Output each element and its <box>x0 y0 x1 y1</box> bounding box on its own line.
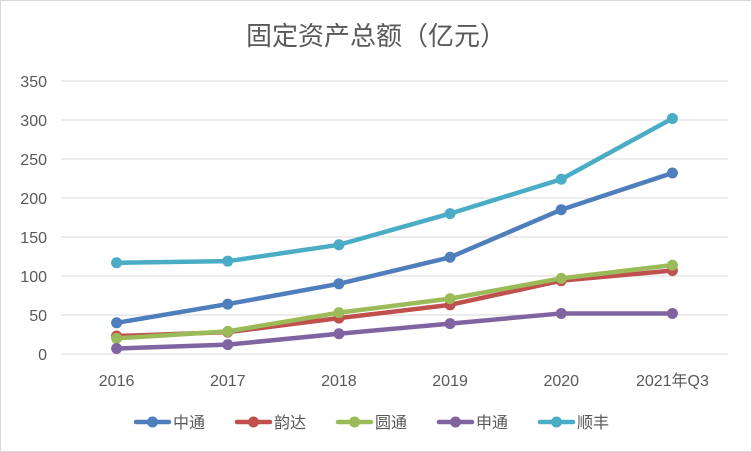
legend-item: 圆通 <box>335 413 407 432</box>
data-point <box>333 328 345 340</box>
x-tick-label: 2018 <box>321 373 357 390</box>
data-point <box>444 251 456 263</box>
data-point <box>111 343 123 355</box>
series-申通 <box>111 307 678 355</box>
x-tick-label: 2020 <box>543 373 579 390</box>
y-tick-label: 350 <box>20 74 47 91</box>
legend-item: 中通 <box>133 413 205 432</box>
data-point <box>666 112 678 124</box>
chart-title: 固定资产总额（亿元） <box>246 22 506 52</box>
legend-label: 圆通 <box>375 413 407 432</box>
series-顺丰 <box>111 112 678 269</box>
x-tick-label: 2017 <box>210 373 246 390</box>
y-tick-label: 300 <box>20 113 47 130</box>
data-point <box>666 167 678 179</box>
series-中通 <box>111 167 678 329</box>
data-point <box>111 257 123 269</box>
legend-swatch-marker <box>450 416 461 428</box>
data-point <box>555 204 567 216</box>
x-tick-label: 2021年Q3 <box>636 372 709 390</box>
legend-label: 韵达 <box>274 413 306 432</box>
data-point <box>555 307 567 319</box>
x-tick-label: 2019 <box>432 373 468 390</box>
data-point <box>444 318 456 330</box>
data-point <box>666 259 678 271</box>
series-line <box>114 116 675 265</box>
x-tick-label: 2016 <box>99 373 135 390</box>
legend-swatch-marker <box>147 416 158 428</box>
data-point <box>333 307 345 319</box>
data-point <box>444 293 456 305</box>
data-point <box>444 208 456 220</box>
y-tick-label: 50 <box>29 308 47 325</box>
legend-swatch-marker <box>551 416 562 428</box>
data-point <box>666 307 678 319</box>
legend-swatch-marker <box>349 416 360 428</box>
legend: 中通 韵达 圆通 申通 顺丰 <box>133 413 609 432</box>
legend-item: 顺丰 <box>537 413 609 432</box>
data-point <box>555 173 567 185</box>
y-tick-label: 0 <box>38 347 47 364</box>
data-point <box>333 239 345 251</box>
data-point <box>222 255 234 267</box>
y-tick-label: 150 <box>20 230 47 247</box>
x-axis-ticks: 2016 2017 2018 2019 2020 2021年Q3 <box>99 372 709 390</box>
series-line <box>114 170 675 326</box>
data-point <box>222 339 234 351</box>
data-point <box>333 278 345 290</box>
data-point <box>222 298 234 310</box>
y-axis-ticks: 0 50 100 150 200 250 300 350 <box>20 74 47 364</box>
legend-item: 申通 <box>436 413 508 432</box>
data-point <box>111 317 123 329</box>
y-tick-label: 100 <box>20 269 47 286</box>
series-line <box>114 311 675 351</box>
legend-label: 中通 <box>173 413 205 432</box>
data-point <box>555 272 567 284</box>
y-tick-label: 200 <box>20 191 47 208</box>
legend-item: 韵达 <box>234 413 306 432</box>
data-point <box>222 325 234 337</box>
series-line <box>114 262 675 341</box>
series-line <box>114 268 675 339</box>
data-point <box>111 332 123 344</box>
y-tick-label: 250 <box>20 152 47 169</box>
legend-label: 顺丰 <box>577 413 609 432</box>
series-圆通 <box>111 259 678 344</box>
legend-label: 申通 <box>476 413 508 432</box>
legend-swatch-marker <box>248 416 259 428</box>
series-layer <box>111 112 678 355</box>
